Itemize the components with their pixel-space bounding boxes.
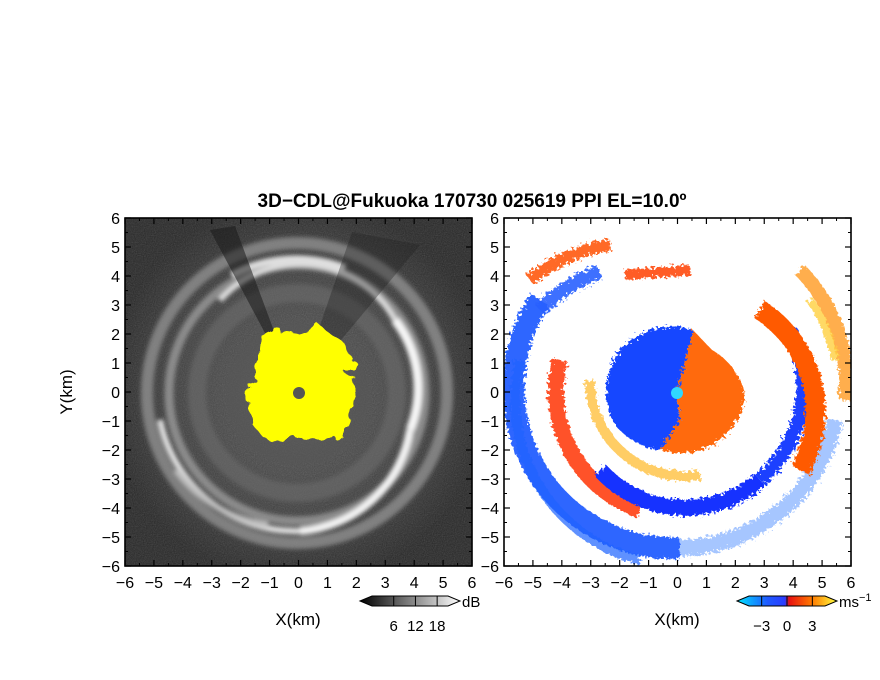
y-tick-label: 0: [111, 385, 120, 402]
y-tick-label: −3: [102, 472, 120, 489]
velocity-colorbar-ticks: −3 0 3: [753, 596, 817, 635]
chart-title: 3D−CDL@Fukuoka 170730 025619 PPI EL=10.0…: [258, 191, 687, 212]
x-tick-label: −5: [524, 575, 542, 592]
y-tick-label: 5: [490, 240, 499, 257]
y-tick-label: −5: [481, 530, 499, 547]
colorbar-tick-label: 12: [407, 618, 424, 635]
x-tick-label: 5: [439, 575, 448, 592]
x-tick-label: −3: [582, 575, 600, 592]
x-tick-label: 6: [847, 575, 856, 592]
x-tick-label: 4: [789, 575, 798, 592]
y-tick-label: 4: [490, 269, 499, 286]
snr-colorbar-ramp: [358, 595, 462, 607]
velocity-receding-core: [660, 330, 745, 454]
x-tick-label: −4: [553, 575, 571, 592]
velocity-x-axis-label: X(km): [654, 610, 699, 629]
y-tick-label: −5: [102, 530, 120, 547]
velocity-approaching-core: [606, 326, 693, 450]
snr-colorbar: 6 12 18 dB: [358, 594, 480, 635]
x-tick-label: 1: [323, 575, 332, 592]
velocity-colorbar: −3 0 3 ms−1: [735, 592, 872, 635]
x-tick-label: 3: [760, 575, 769, 592]
y-tick-label: −2: [102, 443, 120, 460]
x-tick-label: −2: [232, 575, 250, 592]
x-tick-label: 4: [410, 575, 419, 592]
colorbar-tick-label: 3: [808, 618, 816, 635]
velocity-axes: −6 −5 −4 −3 −2 −1 0 1 2 3 4 5 6 6 5 4 3 2 1 0 −1 −2 −3 −4 −5 −6: [481, 211, 856, 592]
x-tick-label: 0: [673, 575, 682, 592]
x-tick-label: −6: [495, 575, 513, 592]
y-tick-label: −6: [481, 559, 499, 576]
x-tick-label: −2: [611, 575, 629, 592]
y-tick-label: −4: [102, 501, 120, 518]
snr-radar-site-marker: [293, 387, 305, 399]
y-tick-label: 2: [490, 327, 499, 344]
y-tick-label: 1: [490, 356, 499, 373]
snr-y-axis-label: Y(km): [57, 369, 76, 414]
y-tick-label: −4: [481, 501, 499, 518]
velocity-bands: [504, 239, 851, 565]
y-tick-label: 3: [490, 298, 499, 315]
y-tick-label: 6: [490, 211, 499, 228]
x-tick-label: 5: [818, 575, 827, 592]
y-tick-label: −3: [481, 472, 499, 489]
snr-axes: −6 −5 −4 −3 −2 −1 0 1 2 3 4 5 6 6 5 4 3 2 1 0 −1 −2 −3 −4 −5 −6: [102, 211, 477, 592]
x-tick-label: 6: [468, 575, 477, 592]
y-tick-label: 4: [111, 269, 120, 286]
x-tick-label: 2: [352, 575, 361, 592]
x-tick-label: 3: [381, 575, 390, 592]
velocity-radar-site-marker: [671, 387, 683, 399]
y-tick-label: 3: [111, 298, 120, 315]
x-tick-label: −3: [203, 575, 221, 592]
y-tick-label: 5: [111, 240, 120, 257]
x-tick-label: −4: [174, 575, 192, 592]
y-tick-label: 1: [111, 356, 120, 373]
x-tick-label: −6: [116, 575, 134, 592]
x-tick-label: 0: [294, 575, 303, 592]
colorbar-tick-label: 0: [783, 618, 791, 635]
y-tick-label: −6: [102, 559, 120, 576]
colorbar-tick-label: 6: [390, 618, 398, 635]
snr-saturated-region: [248, 326, 356, 441]
y-tick-label: −2: [481, 443, 499, 460]
velocity-colorbar-unit-exponent: −1: [859, 592, 872, 604]
snr-x-axis-label: X(km): [275, 610, 320, 629]
x-tick-label: 2: [731, 575, 740, 592]
x-tick-label: −1: [260, 575, 278, 592]
snr-colorbar-ticks: 6 12 18: [390, 596, 446, 635]
y-tick-label: −1: [102, 414, 120, 431]
x-tick-label: −5: [145, 575, 163, 592]
y-tick-label: 6: [111, 211, 120, 228]
snr-panel: [125, 218, 472, 566]
colorbar-tick-label: 18: [429, 618, 446, 635]
y-tick-label: 2: [111, 327, 120, 344]
y-tick-label: −1: [481, 414, 499, 431]
y-tick-label: 0: [490, 385, 499, 402]
velocity-panel: [504, 218, 851, 566]
velocity-colorbar-unit: ms−1: [839, 592, 872, 611]
x-tick-label: 1: [702, 575, 711, 592]
x-tick-label: −1: [639, 575, 657, 592]
snr-colorbar-unit: dB: [462, 594, 480, 611]
velocity-colorbar-unit-base: ms: [839, 594, 859, 611]
colorbar-tick-label: −3: [753, 618, 770, 635]
